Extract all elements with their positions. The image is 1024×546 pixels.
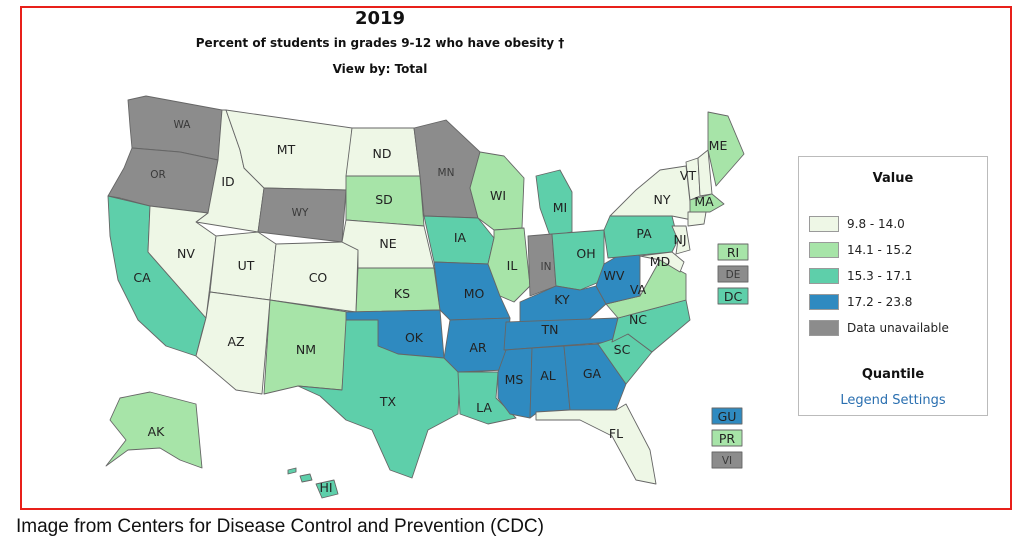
label-FL: FL [609, 426, 623, 441]
state-MA [689, 193, 725, 213]
label-PA: PA [636, 226, 652, 241]
label-SC: SC [614, 342, 631, 357]
label-KY: KY [554, 292, 570, 307]
label-LA: LA [476, 400, 492, 415]
legend-swatch [809, 242, 839, 258]
state-HI [315, 479, 339, 499]
label-MS: MS [505, 372, 524, 387]
legend-item[interactable]: 14.1 - 15.2 [809, 241, 912, 259]
hawaii-island-small [299, 473, 313, 483]
state-CT [687, 211, 707, 227]
label-DC: DC [724, 289, 743, 304]
legend-swatch [809, 268, 839, 284]
image-caption: Image from Centers for Disease Control a… [16, 516, 544, 537]
label-NY: NY [654, 192, 671, 207]
map-subtitle: Percent of students in grades 9-12 who h… [195, 36, 565, 50]
legend-label: Data unavailable [847, 321, 949, 335]
state-ME [707, 111, 745, 187]
label-RI: RI [727, 245, 739, 260]
legend-label: 15.3 - 17.1 [847, 269, 913, 283]
legend-swatch [809, 294, 839, 310]
legend-panel: Value 9.8 - 14.0 14.1 - 15.2 15.3 - 17.1… [798, 156, 988, 416]
label-VI: VI [722, 455, 732, 467]
state-AK [105, 391, 203, 469]
legend-settings-link[interactable]: Legend Settings [840, 393, 946, 408]
legend-item[interactable]: Data unavailable [809, 319, 949, 337]
state-GA [563, 343, 627, 411]
legend-item[interactable]: 9.8 - 14.0 [809, 215, 905, 233]
legend-swatch [809, 216, 839, 232]
label-PR: PR [719, 431, 736, 446]
label-OK: OK [405, 330, 424, 345]
map-title: 2019 [354, 8, 406, 29]
label-AL: AL [540, 368, 556, 383]
label-ND: ND [373, 146, 392, 161]
legend-swatch [809, 320, 839, 336]
label-WV: WV [604, 268, 625, 283]
label-IA: IA [454, 230, 467, 245]
state-OH [551, 229, 605, 291]
label-MO: MO [464, 286, 485, 301]
box-DE [717, 265, 749, 283]
label-WA: WA [174, 119, 192, 131]
label-AK: AK [148, 424, 166, 439]
label-NE: NE [379, 236, 396, 251]
label-ME: ME [709, 138, 728, 153]
view-by-label: View by: Total [332, 62, 428, 76]
label-UT: UT [238, 258, 255, 273]
label-NV: NV [177, 246, 195, 261]
label-TN: TN [541, 322, 559, 337]
label-MN: MN [438, 167, 455, 179]
legend-item[interactable]: 17.2 - 23.8 [809, 293, 912, 311]
label-MD: MD [650, 254, 670, 269]
quantile-label: Quantile [861, 367, 925, 382]
label-OR: OR [150, 169, 166, 181]
label-ID: ID [221, 174, 234, 189]
box-PR [711, 429, 743, 447]
state-TX [297, 319, 461, 479]
legend-label: 14.1 - 15.2 [847, 243, 913, 257]
label-CA: CA [133, 270, 151, 285]
label-TX: TX [379, 394, 397, 409]
label-WI: WI [490, 188, 506, 203]
label-KS: KS [394, 286, 410, 301]
label-AR: AR [469, 340, 487, 355]
label-IL: IL [507, 258, 518, 273]
state-AR [443, 317, 511, 373]
state-FL [535, 403, 657, 485]
label-MI: MI [553, 200, 567, 215]
box-VI [711, 451, 743, 469]
label-NC: NC [629, 312, 647, 327]
label-IN: IN [541, 261, 552, 273]
label-VA: VA [630, 282, 647, 297]
label-MA: MA [694, 194, 714, 209]
label-AZ: AZ [227, 334, 244, 349]
label-HI: HI [319, 480, 332, 495]
legend-title: Value [872, 171, 914, 186]
label-CO: CO [309, 270, 328, 285]
hawaii-island-tiny [287, 467, 297, 475]
label-NJ: NJ [673, 232, 686, 247]
label-VT: VT [680, 168, 697, 183]
label-MT: MT [277, 142, 296, 157]
box-RI [717, 243, 749, 261]
label-WY: WY [292, 207, 309, 219]
box-DC [717, 287, 749, 305]
label-GA: GA [583, 366, 602, 381]
state-MD [639, 251, 685, 273]
label-OH: OH [576, 246, 595, 261]
legend-label: 9.8 - 14.0 [847, 217, 905, 231]
state-NJ [671, 225, 691, 255]
label-GU: GU [718, 409, 737, 424]
legend-label: 17.2 - 23.8 [847, 295, 913, 309]
label-DE: DE [726, 269, 741, 281]
state-MI [535, 169, 573, 237]
legend-item[interactable]: 15.3 - 17.1 [809, 267, 912, 285]
state-IL [487, 227, 531, 303]
box-GU [711, 407, 743, 425]
label-SD: SD [375, 192, 393, 207]
label-NM: NM [296, 342, 316, 357]
